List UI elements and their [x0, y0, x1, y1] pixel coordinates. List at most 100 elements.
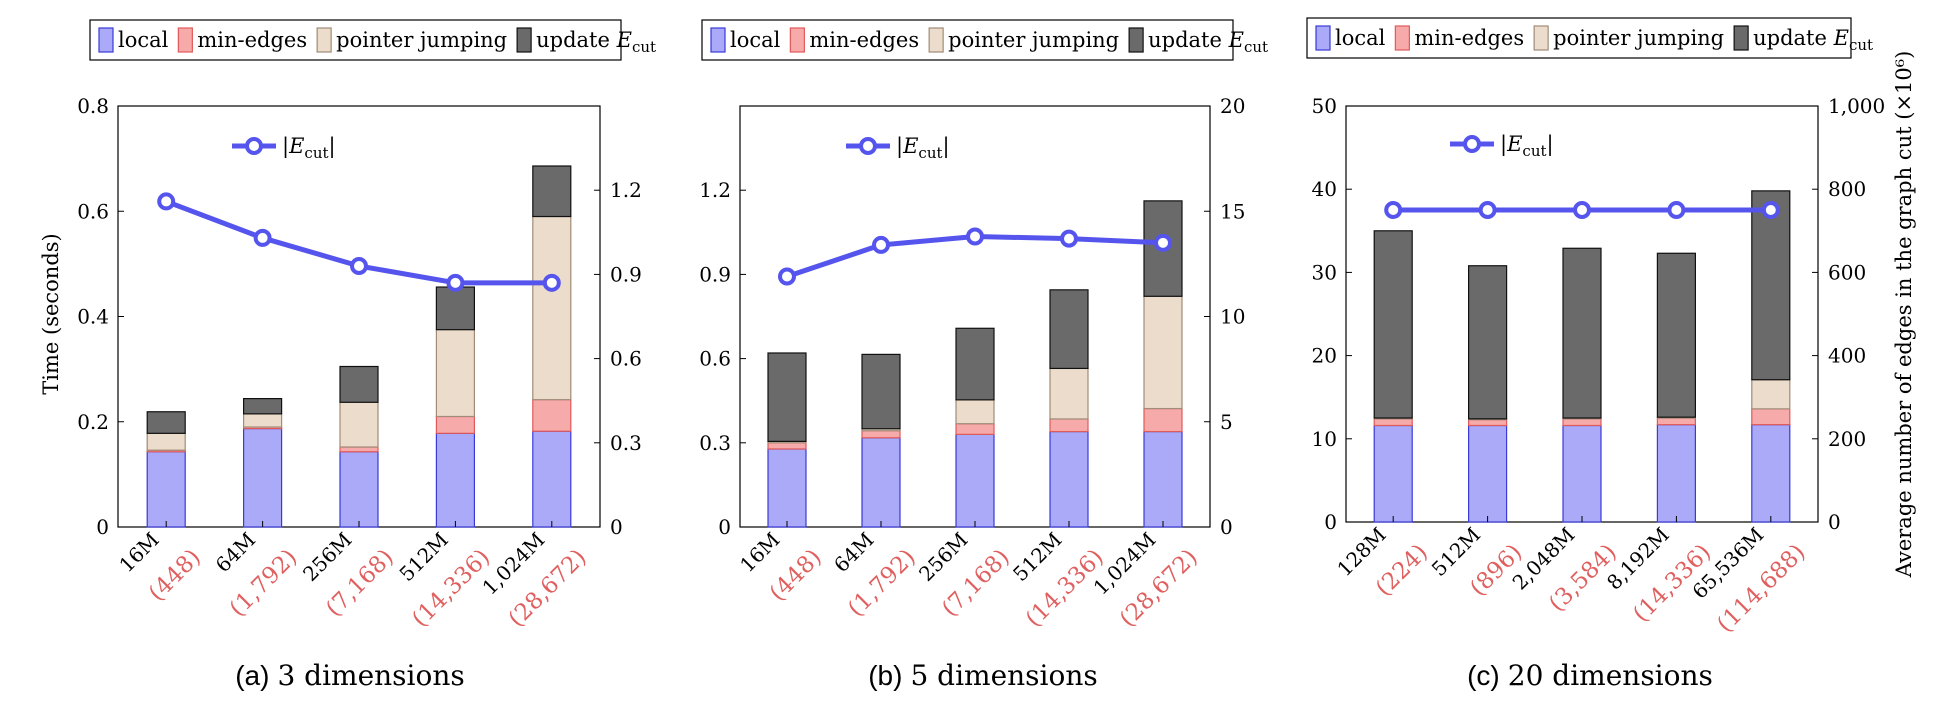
panel-caption: (c) 20 dimensions [1467, 659, 1713, 692]
bar-segment-pointer-jumping [955, 399, 995, 425]
ecut-point [1154, 233, 1172, 252]
legend-label-update-ecut: update Ecut [1148, 28, 1268, 56]
x-category-label: 64M [211, 528, 260, 577]
bar-segment-update-ecut [339, 365, 379, 403]
bar-segment-local [435, 432, 475, 528]
bar-segment-min-edges [1049, 418, 1089, 433]
y2-tick-label: 0 [610, 515, 623, 539]
bar-segment-update-ecut [532, 165, 572, 218]
bar-segment-pointer-jumping [146, 432, 186, 451]
ecut-point [966, 227, 984, 246]
ecut-point [1573, 201, 1591, 219]
y2-tick-label: 0.3 [610, 431, 642, 455]
bar-segment-update-ecut [955, 327, 995, 401]
legend-swatch-min-edges [177, 27, 193, 53]
bar-segment-min-edges [532, 399, 572, 432]
bar-segment-local [1751, 424, 1791, 523]
bar-segment-min-edges [1373, 418, 1413, 427]
bar-segment-local [532, 430, 572, 528]
y2-tick-label: 400 [1828, 344, 1866, 368]
bar-segment-local [861, 437, 901, 528]
x-category-label: 64M [829, 528, 878, 577]
panel-caption-prefix: (a) [235, 660, 269, 691]
bar-segment-update-ecut [1143, 200, 1183, 297]
y2-tick-label: 15 [1220, 199, 1245, 223]
y2-tick-label: 0 [1828, 510, 1841, 534]
bar-segment-local [1049, 430, 1089, 528]
ecut-point [1478, 201, 1497, 219]
y-tick-label: 0 [96, 515, 109, 539]
bar-segment-update-ecut [1562, 247, 1602, 419]
bar-segment-local [243, 427, 283, 528]
bar-segment-local [1656, 424, 1697, 523]
bar-segment-update-ecut [1751, 190, 1791, 381]
bar-segment-min-edges [435, 415, 475, 434]
bar-segment-min-edges [955, 423, 995, 435]
bar-segment-min-edges [767, 442, 807, 450]
y2-tick-label: 1.2 [610, 178, 642, 202]
bar-segment-min-edges [1467, 419, 1508, 427]
bar-segment-local [1143, 430, 1183, 528]
ecut-point [1761, 201, 1780, 219]
legend-label-update-ecut: update Ecut [1753, 26, 1873, 54]
y-tick-label: 0 [718, 515, 731, 539]
y2-tick-label: 5 [1220, 410, 1233, 434]
ecut-legend-label: |Ecut| [896, 134, 950, 162]
ecut-legend-label: |Ecut| [1500, 132, 1554, 160]
bar-segment-pointer-jumping [1751, 379, 1791, 410]
bar-segment-update-ecut [243, 397, 283, 415]
ecut-legend-marker [859, 137, 877, 155]
ecut-point [446, 273, 465, 292]
bar-segment-update-ecut [1373, 230, 1413, 419]
y2-tick-label: 10 [1220, 305, 1245, 329]
x-category-label: 16M [114, 528, 163, 577]
ecut-legend-label: |Ecut| [282, 134, 336, 162]
legend-label-pointer-jumping: pointer jumping [948, 28, 1119, 52]
legend: local min-edges pointer jumping update Ecut [1306, 17, 1873, 59]
y-tick-label: 0.2 [77, 410, 109, 434]
legend-swatch-update-ecut [1733, 25, 1749, 51]
ecut-point [253, 228, 272, 247]
bar-segment-min-edges [861, 430, 901, 439]
panel-caption-prefix: (c) [1467, 660, 1500, 691]
legend: local min-edges pointer jumping update Ecut [89, 19, 656, 61]
bar-segment-pointer-jumping [435, 329, 475, 418]
ecut-point [778, 267, 796, 286]
y-tick-label: 0.6 [699, 347, 731, 371]
y-left-axis-title: Time (seconds) [39, 233, 63, 394]
legend-swatch-update-ecut [516, 27, 532, 53]
bar-segment-min-edges [1656, 417, 1697, 426]
legend-swatch-min-edges [789, 27, 805, 53]
legend-swatch-min-edges [1394, 25, 1410, 51]
bar-segment-min-edges [1562, 418, 1602, 427]
y2-tick-label: 600 [1828, 260, 1866, 284]
legend-swatch-local [98, 27, 114, 53]
legend-swatch-update-ecut [1128, 27, 1144, 53]
chart-panel-3: local min-edges pointer jumping update Ecut… [1306, 17, 1885, 692]
ecut-point [542, 273, 561, 292]
y-tick-label: 0.4 [77, 305, 109, 329]
bar-segment-pointer-jumping [1049, 367, 1089, 420]
legend-label-local: local [730, 28, 781, 52]
bar-segment-local [339, 451, 379, 528]
bar-segment-min-edges [1751, 408, 1791, 426]
panel-caption: (b) 5 dimensions [868, 659, 1098, 692]
ecut-point [1384, 201, 1403, 219]
legend-label-update-ecut: update Ecut [536, 28, 656, 56]
bar-segment-local [767, 448, 807, 528]
panel-caption-text: 5 dimensions [910, 659, 1097, 692]
y2-tick-label: 0 [1220, 515, 1233, 539]
y-tick-label: 50 [1312, 94, 1337, 118]
y-tick-label: 0.6 [77, 199, 109, 223]
bar-segment-local [955, 433, 995, 528]
ecut-legend-marker [1463, 135, 1481, 153]
y-tick-label: 0 [1324, 510, 1337, 534]
panel-caption-text: 3 dimensions [277, 659, 464, 692]
y-tick-label: 20 [1312, 344, 1337, 368]
bar-segment-update-ecut [146, 411, 186, 434]
legend-swatch-pointer-jumping [928, 27, 944, 53]
bar-segment-min-edges [339, 446, 379, 453]
x-category-label: 16M [735, 528, 784, 577]
panel-caption-text: 20 dimensions [1508, 659, 1713, 692]
